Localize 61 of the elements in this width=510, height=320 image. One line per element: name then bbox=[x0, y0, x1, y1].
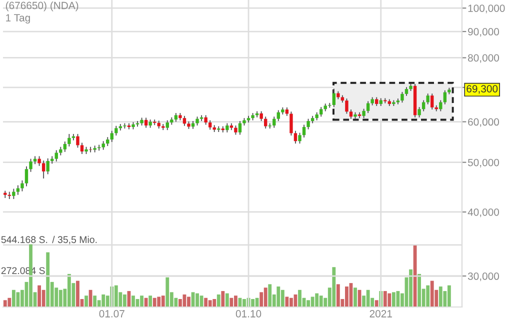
candlestick bbox=[166, 120, 169, 131]
candlestick bbox=[114, 125, 118, 136]
candlestick bbox=[319, 106, 323, 118]
annotation: 1 Tag bbox=[6, 14, 30, 24]
x-tick-label: 01.07 bbox=[99, 310, 124, 318]
x-tick-label: 2021 bbox=[370, 310, 392, 318]
candlestick bbox=[260, 110, 263, 122]
candlestick bbox=[264, 116, 268, 130]
candlestick bbox=[76, 133, 80, 148]
x-tick-label: 01.10 bbox=[236, 310, 262, 318]
candlestick bbox=[42, 160, 46, 179]
candlestick bbox=[384, 98, 387, 104]
y-tick-label: 30,000 bbox=[468, 272, 500, 282]
candlestick bbox=[430, 93, 434, 110]
candlestick bbox=[418, 106, 421, 118]
annotation: / 35,5 Mio. bbox=[52, 236, 97, 244]
chart-title: (676650) (NDA) bbox=[6, 2, 78, 12]
y-tick-label: 40,000 bbox=[468, 208, 500, 218]
candlestick bbox=[439, 100, 442, 112]
candlestick bbox=[24, 166, 28, 187]
annotation: 69,300 bbox=[466, 85, 498, 94]
y-tick-label: 50,000 bbox=[468, 158, 500, 168]
candlestick bbox=[204, 114, 208, 126]
candlestick bbox=[366, 100, 370, 114]
candlestick bbox=[349, 109, 353, 120]
candlestick bbox=[294, 130, 298, 144]
candlestick bbox=[226, 122, 229, 133]
candlestick bbox=[54, 150, 58, 162]
candlestick bbox=[426, 93, 430, 105]
candlestick bbox=[29, 158, 32, 172]
y-tick-label: 60,000 bbox=[468, 118, 500, 127]
candlestick bbox=[298, 132, 302, 144]
candlestick bbox=[68, 133, 71, 147]
candlestick bbox=[234, 125, 238, 136]
candlestick bbox=[144, 117, 148, 128]
candlestick bbox=[238, 120, 242, 136]
candlestick bbox=[290, 111, 293, 136]
candlestick bbox=[362, 108, 366, 119]
candlestick bbox=[20, 180, 24, 192]
candlestick bbox=[272, 116, 276, 128]
candlestick bbox=[276, 110, 280, 122]
candlestick bbox=[38, 156, 41, 166]
y-tick-label: 80,000 bbox=[468, 54, 500, 63]
candlestick bbox=[208, 120, 212, 130]
candlestick bbox=[63, 141, 67, 152]
candlestick bbox=[332, 88, 336, 108]
candlestick bbox=[46, 158, 50, 175]
candlestick bbox=[302, 124, 306, 138]
candlestick bbox=[422, 100, 426, 112]
candlestick bbox=[110, 130, 114, 142]
y-tick-label: 90,000 bbox=[468, 28, 500, 37]
candlestick bbox=[16, 184, 20, 196]
candlestick bbox=[182, 115, 186, 126]
candlestick bbox=[306, 118, 310, 130]
candlestick bbox=[80, 142, 84, 155]
candlestick bbox=[345, 98, 348, 114]
candlestick bbox=[12, 188, 16, 200]
y-tick-label: 100,000 bbox=[468, 4, 505, 14]
candlestick bbox=[400, 91, 404, 104]
y2-tick-label: 544.168 S. bbox=[1, 236, 48, 244]
candlestick bbox=[88, 146, 92, 153]
